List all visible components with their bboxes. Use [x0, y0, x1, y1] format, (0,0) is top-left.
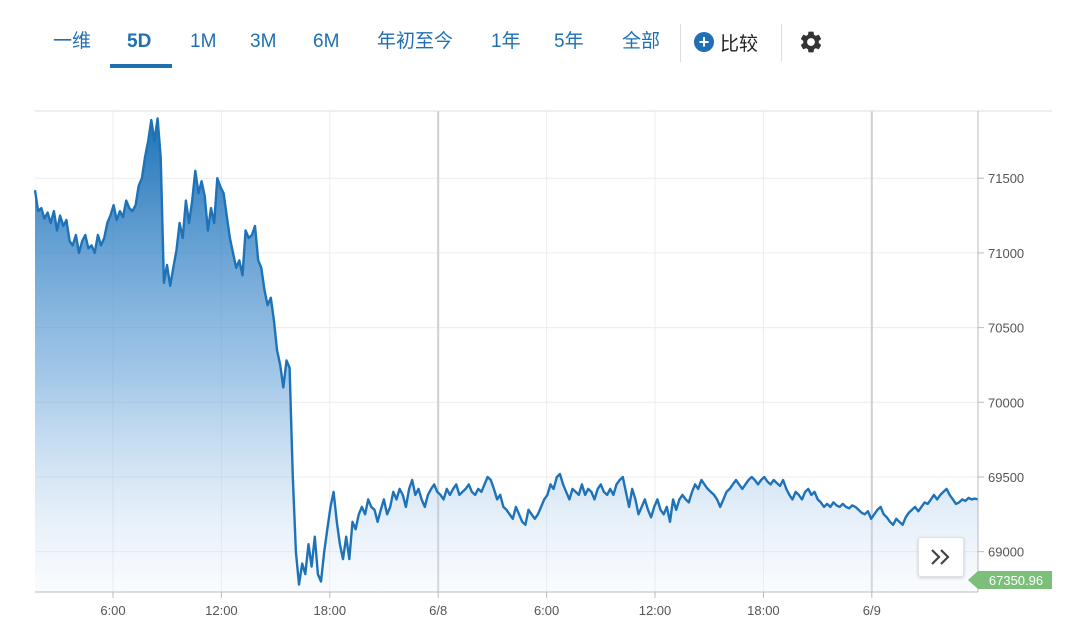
tab-5d[interactable]: 5D	[127, 31, 152, 52]
x-tick-label: 6/8	[429, 603, 447, 618]
tab-1y[interactable]: 1年	[491, 31, 521, 52]
tab-1d[interactable]: 一维	[53, 31, 92, 52]
x-tick-label: 18:00	[314, 603, 347, 618]
y-tick-label: 69000	[988, 545, 1024, 560]
last-price-badge	[968, 571, 1052, 589]
x-tick-label: 18:00	[747, 603, 780, 618]
last-price-label: 67350.96	[989, 573, 1043, 588]
tab-1m[interactable]: 1M	[190, 31, 217, 52]
y-tick-label: 71000	[988, 246, 1024, 261]
scroll-forward-button[interactable]	[918, 537, 964, 577]
active-tab-indicator	[110, 64, 172, 68]
x-tick-label: 12:00	[639, 603, 672, 618]
price-area-fill	[35, 118, 978, 592]
plus-circle-icon: +	[694, 32, 714, 52]
y-tick-label: 69500	[988, 470, 1024, 485]
x-tick-label: 6/9	[863, 603, 881, 618]
range-toolbar: 一维 5D 1M 3M 6M 年初至今 1年 5年 全部 + 比较	[0, 0, 1080, 80]
x-tick-label: 12:00	[205, 603, 238, 618]
tab-ytd[interactable]: 年初至今	[377, 31, 454, 52]
x-tick-label: 6:00	[100, 603, 125, 618]
double-chevron-right-icon	[931, 549, 950, 565]
y-tick-label: 71500	[988, 171, 1024, 186]
y-tick-label: 70000	[988, 395, 1024, 410]
compare-button[interactable]: + 比较	[694, 30, 759, 55]
tab-6m[interactable]: 6M	[313, 31, 340, 52]
tab-3m[interactable]: 3M	[250, 31, 277, 52]
x-tick-label: 6:00	[534, 603, 559, 618]
tab-5y[interactable]: 5年	[554, 31, 584, 52]
gear-icon	[800, 31, 822, 53]
tab-all[interactable]: 全部	[622, 31, 661, 52]
price-line	[33, 117, 979, 586]
toolbar-divider	[680, 24, 681, 62]
compare-label: 比较	[720, 33, 759, 55]
toolbar-divider	[781, 24, 782, 62]
y-tick-label: 70500	[988, 321, 1024, 336]
settings-button[interactable]	[798, 29, 824, 55]
